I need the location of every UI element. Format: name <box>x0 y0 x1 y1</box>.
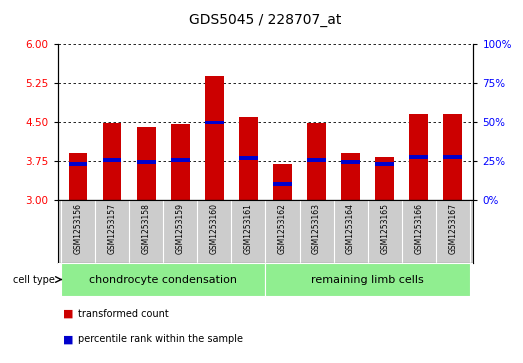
Bar <box>444 155 462 159</box>
Bar <box>341 160 360 164</box>
Bar <box>239 156 258 160</box>
Bar <box>307 123 326 200</box>
Bar <box>137 127 155 200</box>
Bar <box>410 155 428 159</box>
Bar <box>266 263 470 296</box>
Bar <box>171 124 190 200</box>
Text: ■: ■ <box>63 334 73 344</box>
Bar <box>103 123 121 200</box>
Text: GSM1253160: GSM1253160 <box>210 203 219 254</box>
Bar <box>205 121 224 125</box>
Text: GSM1253157: GSM1253157 <box>108 203 117 254</box>
Bar <box>376 157 394 200</box>
Bar <box>341 153 360 200</box>
Text: GSM1253163: GSM1253163 <box>312 203 321 254</box>
Text: GSM1253161: GSM1253161 <box>244 203 253 254</box>
Bar <box>239 118 258 200</box>
Text: GSM1253164: GSM1253164 <box>346 203 355 254</box>
Text: GSM1253159: GSM1253159 <box>176 203 185 254</box>
Bar <box>205 76 224 200</box>
Text: GSM1253162: GSM1253162 <box>278 203 287 254</box>
Bar <box>171 158 190 162</box>
Text: cell type: cell type <box>13 274 55 285</box>
Bar <box>273 164 292 200</box>
Bar <box>307 158 326 162</box>
Bar <box>69 163 87 166</box>
Text: GSM1253167: GSM1253167 <box>448 203 458 254</box>
Text: percentile rank within the sample: percentile rank within the sample <box>78 334 243 344</box>
Text: chondrocyte condensation: chondrocyte condensation <box>89 274 237 285</box>
Text: ■: ■ <box>63 309 73 319</box>
Bar <box>69 153 87 200</box>
Bar <box>103 158 121 162</box>
Text: GDS5045 / 228707_at: GDS5045 / 228707_at <box>189 13 342 27</box>
Text: remaining limb cells: remaining limb cells <box>311 274 424 285</box>
Bar <box>444 114 462 200</box>
Text: GSM1253166: GSM1253166 <box>414 203 423 254</box>
Bar <box>410 114 428 200</box>
Bar <box>376 163 394 166</box>
Text: GSM1253165: GSM1253165 <box>380 203 389 254</box>
Bar <box>137 160 155 164</box>
Bar <box>61 263 266 296</box>
Text: transformed count: transformed count <box>78 309 169 319</box>
Text: GSM1253156: GSM1253156 <box>73 203 83 254</box>
Bar <box>273 182 292 186</box>
Text: GSM1253158: GSM1253158 <box>142 203 151 254</box>
